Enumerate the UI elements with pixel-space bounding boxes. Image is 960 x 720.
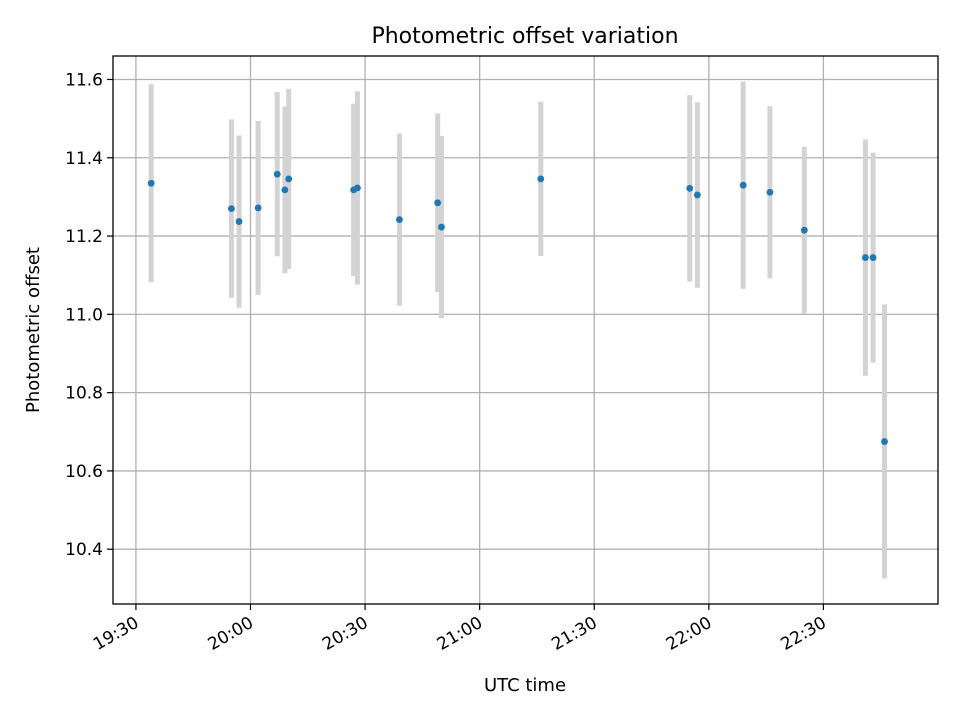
y-tick-label-6: 11.6: [65, 70, 103, 90]
data-point-5: [281, 186, 289, 194]
y-tick-label-0: 10.4: [65, 540, 103, 560]
data-point-20: [881, 438, 888, 445]
data-point-4: [273, 170, 281, 178]
data-point-17: [800, 226, 808, 234]
data-point-18: [862, 254, 869, 261]
data-point-15: [739, 181, 747, 189]
y-axis-label: Photometric offset: [23, 247, 44, 413]
x-tick-label-3: 21:00: [434, 613, 486, 655]
x-axis-ticks: 19:30 20:00 20:30 21:00 21:30 22:00 22:30: [90, 604, 830, 655]
data-point-16: [766, 188, 774, 196]
data-point-13: [686, 184, 694, 192]
x-tick-label-0: 19:30: [90, 613, 142, 655]
data-point-12: [537, 175, 545, 183]
data-point-19: [869, 254, 877, 261]
data-point-6: [285, 175, 293, 183]
x-tick-label-6: 22:30: [777, 613, 829, 655]
data-point-2: [235, 218, 243, 225]
x-tick-label-5: 22:00: [663, 613, 715, 655]
x-tick-label-4: 21:30: [548, 613, 600, 655]
x-axis-label: UTC time: [484, 675, 566, 696]
y-axis-ticks: 10.4 10.6 10.8 11.0 11.2 11.4 11.6: [65, 70, 113, 560]
y-tick-label-4: 11.2: [65, 227, 103, 247]
data-point-0: [147, 179, 155, 187]
data-point-9: [396, 216, 403, 224]
data-point-14: [693, 191, 701, 199]
data-point-8: [354, 184, 361, 192]
x-tick-label-2: 20:30: [319, 613, 371, 655]
data-point-1: [228, 205, 235, 213]
y-tick-label-1: 10.6: [65, 462, 103, 482]
y-tick-label-2: 10.8: [65, 384, 103, 404]
grid-lines: [113, 56, 938, 604]
plot-frame: [112, 55, 939, 605]
data-point-11: [438, 223, 445, 231]
x-tick-label-1: 20:00: [205, 613, 257, 655]
chart-title: Photometric offset variation: [371, 24, 678, 49]
data-point-3: [254, 204, 262, 212]
y-tick-label-5: 11.4: [65, 149, 103, 169]
y-tick-label-3: 11.0: [65, 305, 103, 325]
error-bars: [148, 81, 888, 579]
data-point-10: [434, 199, 442, 207]
data-points: [147, 170, 888, 445]
